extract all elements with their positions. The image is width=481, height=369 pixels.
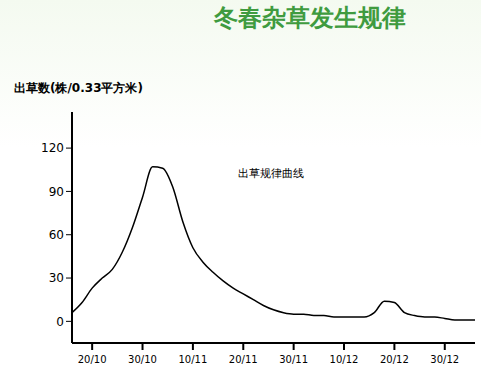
html-text:出草规律曲线: 出草规律曲线 [238,167,304,180]
html-text:出草数(株/0.33平方米): 出草数(株/0.33平方米) [14,81,143,95]
svg-text:90: 90 [49,185,64,199]
svg-text:20/12: 20/12 [380,354,409,365]
svg-text:30/12: 30/12 [430,354,459,365]
svg-text:10/12: 10/12 [330,354,359,365]
html-text:冬春杂草发生规律: 冬春杂草发生规律 [214,4,406,32]
svg-text:20/10: 20/10 [78,354,107,365]
svg-text:20/11: 20/11 [229,354,258,365]
svg-text:30: 30 [49,271,64,285]
svg-text:30/10: 30/10 [128,354,157,365]
svg-text:30/11: 30/11 [279,354,308,365]
svg-text:120: 120 [41,141,64,155]
svg-text:10/11: 10/11 [178,354,207,365]
svg-text:0: 0 [56,315,64,329]
svg-text:60: 60 [49,228,64,242]
